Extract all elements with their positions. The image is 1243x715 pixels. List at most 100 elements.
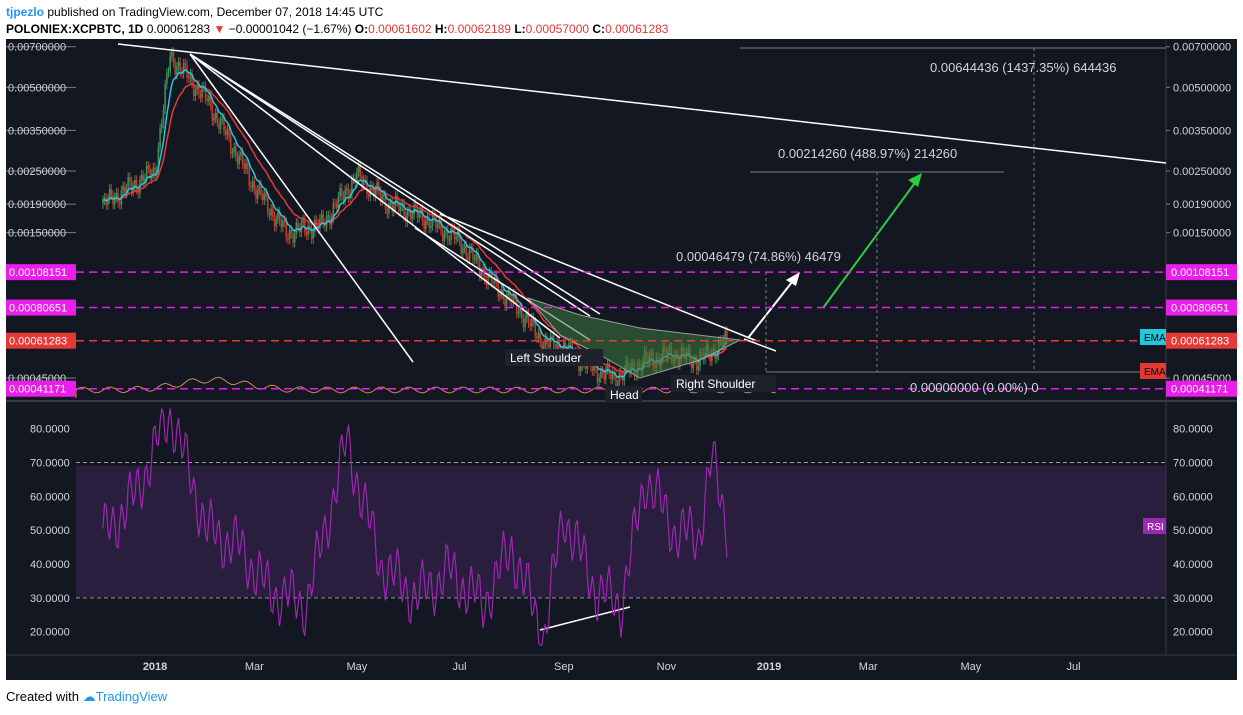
time-axis-tick-label: Jul [1066,661,1080,673]
candle-body [529,323,531,327]
price-axis-tick-label: 0.00500000 [1173,82,1231,94]
candle-body [234,146,237,157]
candle-body [716,355,718,359]
rsi-tag [1143,518,1166,534]
left-price-tag [6,264,76,281]
candle-body [260,184,262,195]
candle-body [199,94,202,98]
left-price-tag-label: 0.00061283 [9,336,67,348]
candle-body [334,203,336,205]
candle-body [102,200,104,205]
candle-body [520,307,523,319]
trendline [189,53,414,363]
candle-body [557,342,560,349]
candle-body [189,73,192,79]
candle-body [214,112,217,118]
candle-body [366,180,368,195]
author-name[interactable]: tjpezlo [6,5,44,19]
candle-body [388,203,390,214]
rsi-left-tick-label: 70.0000 [30,458,70,470]
rsi-left-tick-label: 20.0000 [30,627,70,639]
candle-body [266,196,269,213]
candle-body [122,186,124,191]
candle-body [462,248,464,254]
rsi-left-tick-label: 30.0000 [30,593,70,605]
candle-body [409,209,412,220]
candle-body [187,77,190,79]
trendline [189,53,561,339]
candle-body [697,366,700,370]
candle-body [270,208,272,216]
rsi-axis-tick-label: 30.0000 [1173,593,1213,605]
footer: Created with ☁TradingView [6,689,167,705]
candle-body [552,335,555,349]
candle-body [134,179,136,186]
candle-body [285,222,288,238]
candle-body [372,187,375,197]
candle-body [174,62,177,75]
left-price-tag-label: 0.00080651 [9,303,67,315]
candle-body [282,220,284,228]
green-arrow-head [908,173,922,187]
candle-body [283,220,286,223]
left-axis-tick-label: 0.00190000 [8,199,66,211]
low-value: 0.00057000 [525,22,590,36]
candle-body [393,206,395,212]
candle-body [421,209,424,222]
annotation-label: Right Shoulder [676,377,755,391]
candle-body [273,215,276,227]
candle-body [475,252,478,259]
candle-body [347,188,350,199]
candle-body [448,240,451,242]
candle-body [219,119,222,129]
drawings: Left Shoulder Head Right Shoulder 0.0064443… [76,43,1167,631]
candle-body [335,203,338,208]
candle-body [418,213,420,218]
time-axis-tick-label: 2018 [143,661,167,673]
candle-body [192,83,195,97]
left-price-tag-label: 0.00041171 [9,384,66,396]
candle-body [145,165,148,179]
trendline [189,53,601,315]
candle-body [182,63,185,74]
tradingview-link[interactable]: TradingView [95,689,168,704]
candle-body [519,307,521,313]
candle-body [246,163,249,170]
candle-body [142,174,145,182]
candle-body [584,363,587,369]
candle-body [315,219,318,224]
candle-body [709,354,711,362]
candle-body [436,224,439,228]
close-label: C: [592,22,606,36]
candle-body [374,190,377,197]
publish-text: published on TradingView.com, December 0… [47,5,384,19]
candle-body [724,331,727,340]
candle-body [403,203,405,217]
rsi-tag-label: RSI [1147,522,1164,533]
candle-body [690,360,693,369]
candle-body [125,188,128,194]
candle-body [107,198,109,205]
time-axis-tick-label: Sep [554,661,574,673]
candle-body [509,290,511,301]
measure-label: 0.00214260 (488.97%) 214260 [778,146,957,161]
candle-body [695,359,698,370]
price-tag-label: 0.00108151 [1171,267,1229,279]
candle-body [620,372,622,376]
time-axis-tick-label: Mar [859,661,878,673]
breakout-line [743,338,777,352]
candle-body [184,63,187,65]
candle-body [379,190,382,202]
candle-body [191,73,193,84]
candle-body [303,219,306,232]
candle-body [118,202,121,205]
candle-body [206,98,209,101]
left-price-tag [6,380,76,397]
candle-body [129,177,131,182]
candle-body [413,203,415,216]
candle-body [618,372,621,385]
price-axis-tick-label: 0.00150000 [1173,228,1231,240]
candle-body [123,186,126,194]
candle-body [500,289,503,294]
